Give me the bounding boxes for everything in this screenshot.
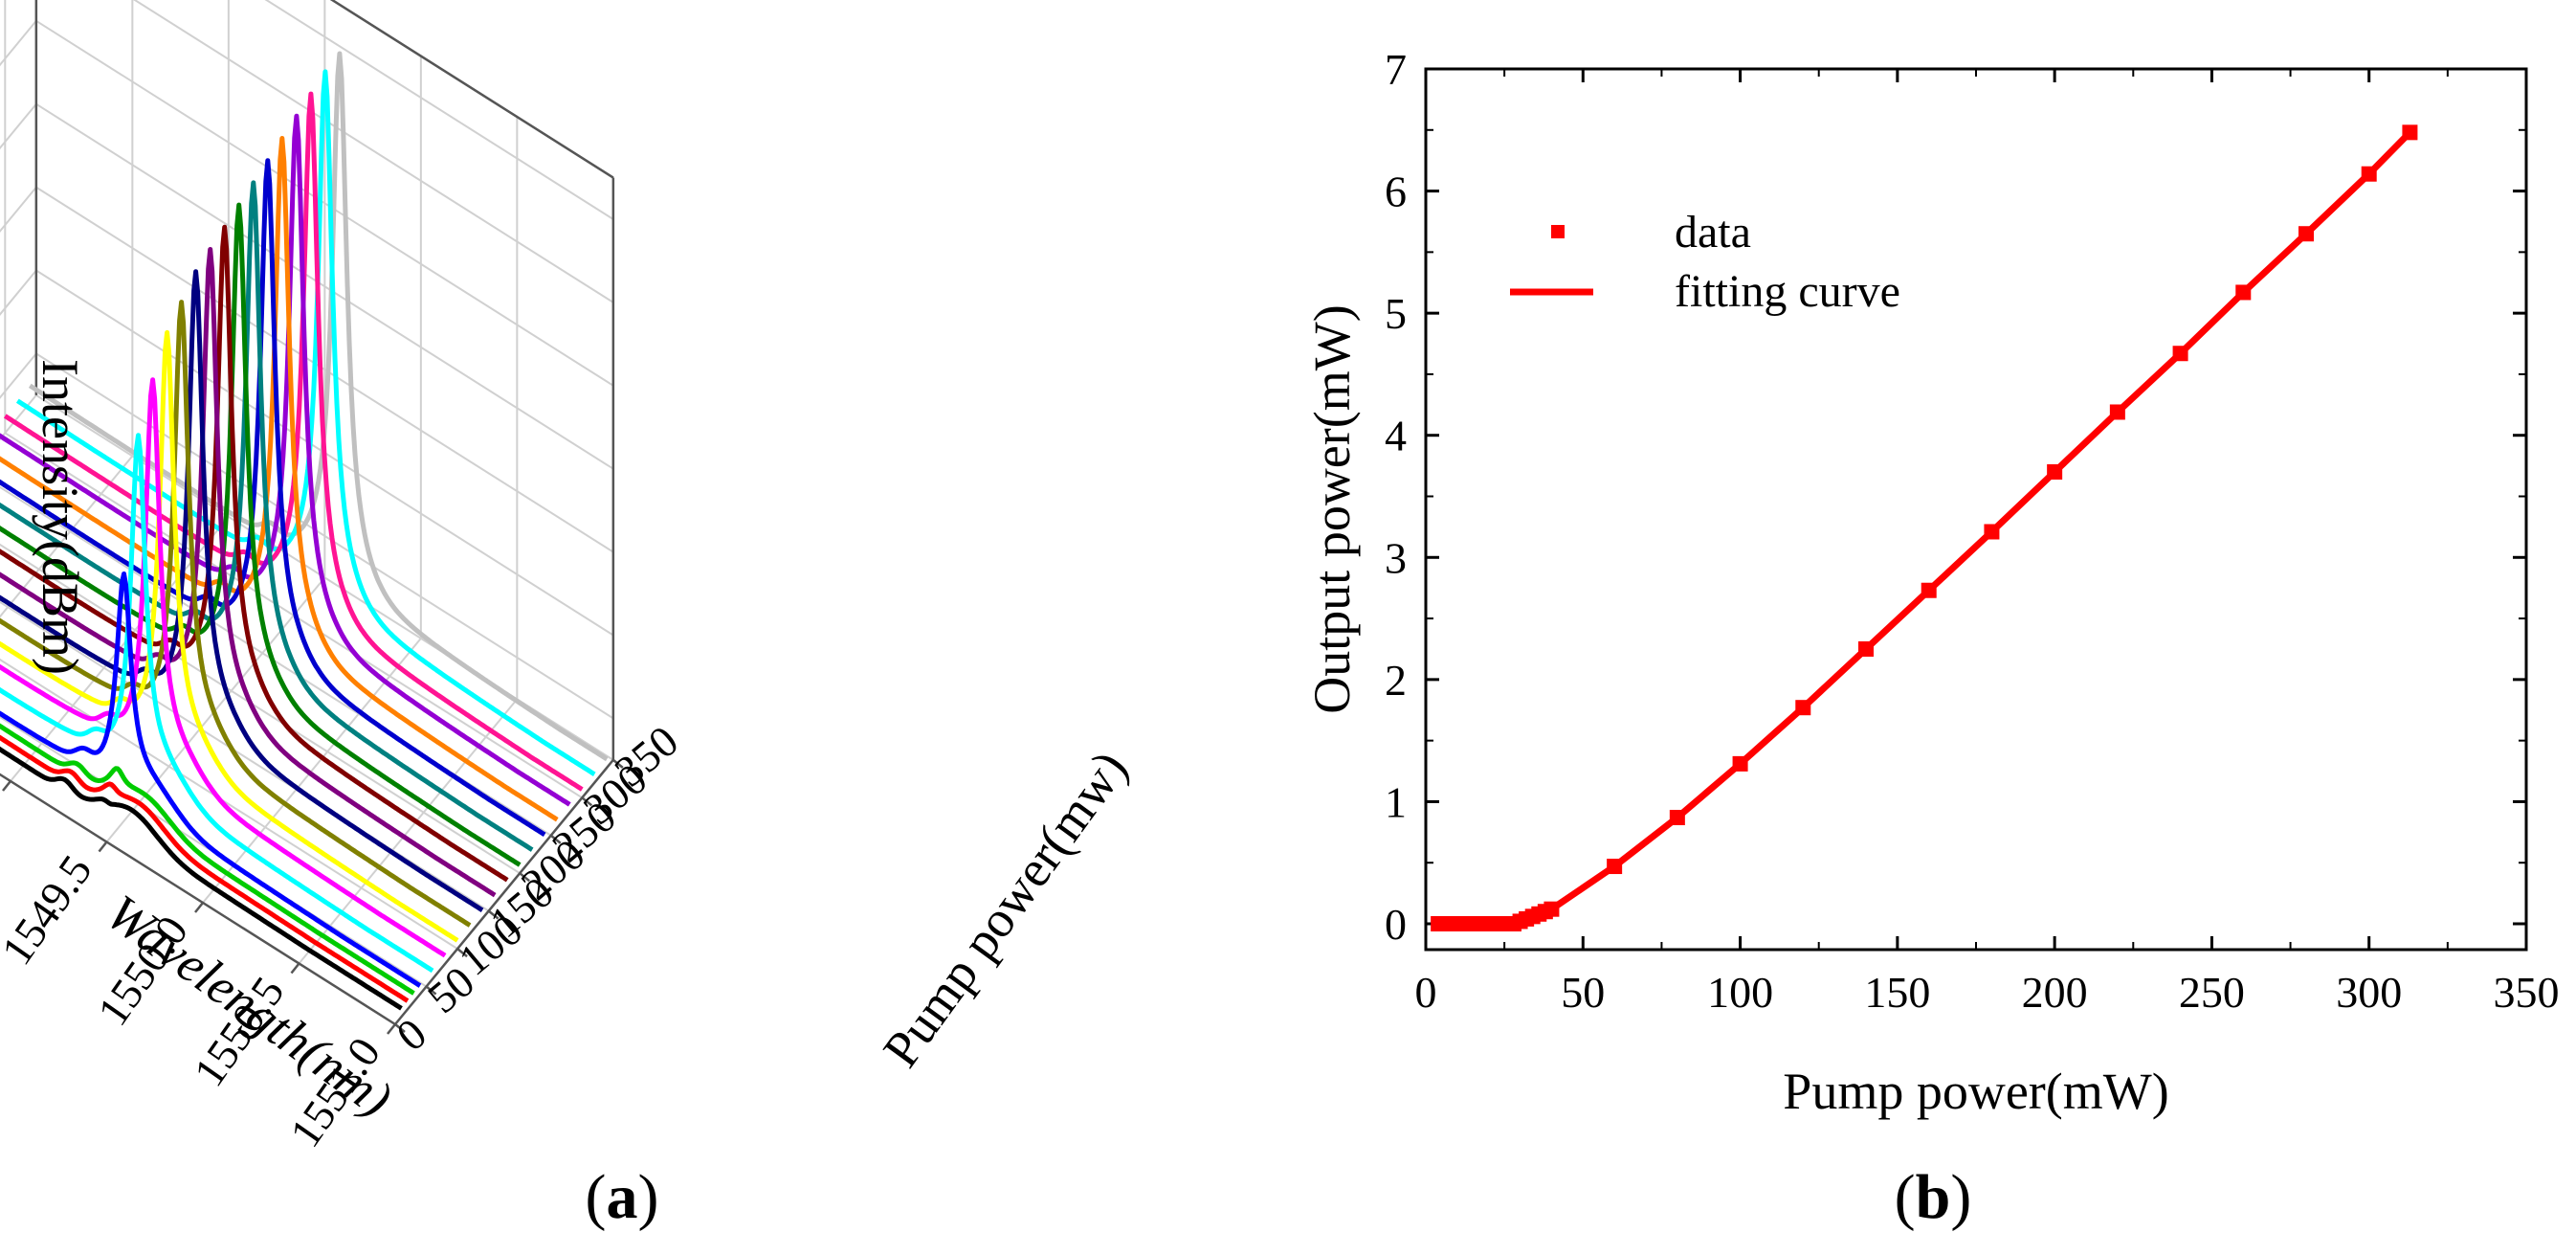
a-spectrum-pump-100	[0, 329, 459, 943]
a-ytick-label-0: 0	[388, 1009, 435, 1061]
a-xtick-2	[2, 780, 11, 792]
caption-a: (a)	[586, 1162, 659, 1232]
b-fitting-curve	[1438, 129, 2412, 928]
a-spectrum-pump-240	[0, 158, 546, 838]
a-ytick-1	[425, 985, 437, 996]
a-ytick-2	[456, 948, 468, 958]
a-spectrum-pump-260	[0, 136, 559, 822]
b-xtick-label-1: 50	[1561, 968, 1605, 1017]
a-grid-floor-p-4	[0, 543, 521, 875]
b-xtick-label-0: 0	[1415, 968, 1437, 1017]
b-ytick-label-5: 5	[1385, 289, 1407, 338]
b-ytick-label-6: 6	[1385, 168, 1407, 216]
a-spectrum-pump-20	[0, 734, 410, 1003]
a-spectrum-pump-340	[28, 51, 609, 762]
panel-b-plot-frame	[1424, 67, 2528, 952]
a-grid-floor-p-1	[0, 715, 428, 988]
panel-b-series	[1431, 124, 2418, 931]
a-ytick-4	[519, 872, 530, 883]
b-data-point	[2047, 463, 2063, 480]
a-box-edge-1	[394, 759, 614, 1025]
b-ytick-label-4: 4	[1385, 412, 1407, 460]
a-xtick-label-2: 1549.0	[0, 785, 5, 912]
b-xtick-label-5: 250	[2179, 968, 2245, 1017]
b-xtick-label-2: 100	[1707, 968, 1773, 1017]
b-data-point	[2402, 124, 2418, 141]
panel-a-spectra-curves	[0, 51, 609, 1011]
legend-data-label: data	[1675, 207, 1751, 258]
b-data-point	[1921, 582, 1937, 598]
b-data-point	[2361, 166, 2377, 182]
panel-a-3d-spectra: 0-10-20-30-40-50-601548.01548.51549.0154…	[0, 0, 1139, 1232]
caption-b: (b)	[1895, 1162, 1972, 1232]
b-data-point	[2109, 404, 2125, 420]
b-data-point	[1607, 859, 1623, 875]
panel-b-legend: data fitting curve	[1510, 207, 1900, 317]
a-spectrum-pump-220	[0, 180, 534, 852]
b-xtick-label-6: 300	[2336, 968, 2402, 1017]
panel-a-zlabel: Intensity(dBm)	[32, 359, 89, 675]
b-ytick-label-2: 2	[1385, 656, 1407, 705]
panel-a-tick-labels: 0-10-20-30-40-50-601548.01548.51549.0154…	[0, 716, 687, 1155]
legend-data-marker	[1551, 225, 1565, 238]
a-ytick-3	[487, 909, 500, 920]
b-data-point	[2172, 346, 2188, 362]
b-data-point	[1795, 700, 1811, 716]
b-xtick-label-4: 200	[2022, 968, 2088, 1017]
b-ytick-label-7: 7	[1385, 45, 1407, 94]
a-ytick-7	[612, 758, 624, 769]
a-xtick-5	[290, 962, 300, 975]
a-xtick-3	[98, 840, 108, 853]
b-ytick-label-0: 0	[1385, 900, 1407, 949]
b-data-point	[1669, 810, 1685, 826]
b-data-point	[1984, 524, 2000, 540]
legend-fit-label: fitting curve	[1675, 266, 1900, 317]
a-xtick-label-3: 1549.5	[0, 846, 101, 974]
a-spectrum-pump-120	[0, 300, 472, 928]
a-spectrum-pump-40	[0, 571, 422, 988]
a-spectrum-pump-80	[0, 377, 447, 958]
b-data-point	[1732, 755, 1748, 772]
panel-b-axes: 0 50 100 150 200 250 300 350 0 1 2 3 4 5 6 7	[1385, 45, 2560, 1017]
a-grid-floor-p-2	[0, 658, 458, 950]
a-grid-floor-w-4	[202, 638, 422, 904]
a-grid-floor-w-5	[298, 698, 519, 965]
b-data-point	[2235, 284, 2252, 301]
b-xtick-label-7: 350	[2494, 968, 2560, 1017]
a-ytick-0	[394, 1023, 406, 1033]
panel-a-ylabel: Pump power(mw)	[872, 740, 1139, 1077]
a-xtick-4	[194, 902, 204, 913]
panel-b-ylabel: Output power(mW)	[1303, 304, 1361, 713]
a-spectrum-pump-10	[0, 746, 403, 1011]
a-box-edge-4	[329, 0, 614, 179]
b-data-point	[1543, 901, 1560, 917]
a-ytick-5	[549, 834, 562, 844]
b-data-point	[2298, 226, 2314, 242]
a-spectrum-pump-320	[15, 69, 596, 776]
a-spectrum-pump-30	[0, 723, 415, 996]
a-spectrum-pump-140	[0, 269, 484, 912]
a-spectrum-pump-60	[0, 433, 434, 974]
panel-b-xlabel: Pump power(mW)	[1783, 1063, 2168, 1120]
b-ytick-label-1: 1	[1385, 777, 1407, 826]
panel-b-output-power: 0 50 100 150 200 250 300 350 0 1 2 3 4 5 6 7 data fitti…	[1303, 45, 2560, 1232]
a-spectrum-pump-180	[0, 224, 509, 883]
a-ytick-6	[581, 796, 593, 807]
b-data-point	[1858, 640, 1874, 657]
a-xtick-6	[387, 1023, 396, 1035]
b-xtick-label-3: 150	[1864, 968, 1930, 1017]
b-ytick-label-3: 3	[1385, 533, 1407, 582]
a-spectrum-pump-160	[0, 247, 497, 898]
